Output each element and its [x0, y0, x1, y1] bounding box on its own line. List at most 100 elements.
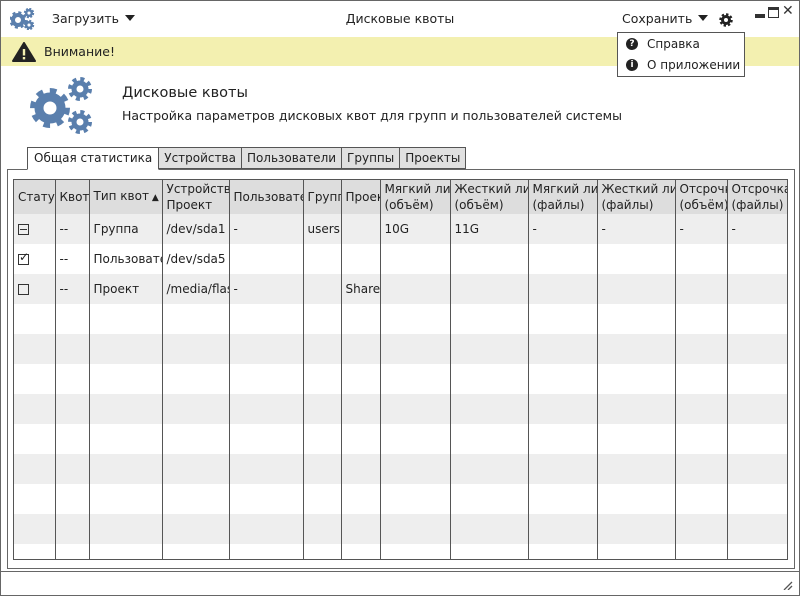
column-header[interactable]: Отсрочка (файлы): [727, 180, 788, 214]
table-cell: [341, 454, 381, 484]
minimize-button[interactable]: [755, 14, 765, 18]
table-cell: [229, 394, 304, 424]
save-dropdown-menu: ? Справка i О приложении: [617, 32, 745, 77]
table-row[interactable]: [14, 484, 787, 514]
save-menu-button[interactable]: Сохранить: [622, 11, 709, 26]
table-cell: [597, 244, 676, 274]
save-label: Сохранить: [622, 11, 693, 26]
column-header[interactable]: Пользователь: [229, 180, 304, 214]
maximize-button[interactable]: [768, 7, 779, 18]
table-cell: [675, 274, 728, 304]
table-row[interactable]: [14, 304, 787, 334]
column-header-label: Отсрочка (файлы): [731, 182, 788, 212]
table-cell: [303, 424, 342, 454]
table-cell: [14, 364, 56, 394]
column-header[interactable]: Отсрочка (объём): [675, 180, 728, 214]
table-cell: [14, 514, 56, 544]
help-icon: ?: [626, 38, 638, 50]
tab-users[interactable]: Пользователи: [241, 147, 343, 169]
column-header-label: Квоты: [59, 190, 89, 204]
table-cell: [55, 424, 90, 454]
table-cell: [14, 334, 56, 364]
table-cell: [528, 334, 598, 364]
table-cell: [14, 454, 56, 484]
table-cell: [303, 544, 342, 559]
column-header[interactable]: Группа: [303, 180, 342, 214]
table-cell: [597, 394, 676, 424]
table-row[interactable]: [14, 424, 787, 454]
table-cell: [597, 274, 676, 304]
table-cell: -: [727, 214, 787, 244]
table-cell: [528, 364, 598, 394]
tab-projects[interactable]: Проекты: [400, 147, 467, 169]
table-cell: [528, 304, 598, 334]
menu-item-about[interactable]: i О приложении: [626, 58, 740, 72]
checkbox-checked[interactable]: ✓: [18, 250, 30, 265]
table-row[interactable]: [14, 394, 787, 424]
gear-icon[interactable]: [719, 13, 733, 27]
table-cell: [89, 484, 163, 514]
table-cell: [303, 514, 342, 544]
info-icon: i: [626, 59, 638, 71]
table-row[interactable]: [14, 364, 787, 394]
column-header[interactable]: Устройство Проект: [162, 180, 230, 214]
column-header[interactable]: Жесткий лимит (файлы): [597, 180, 676, 214]
table-row[interactable]: ✓ --Пользователь/dev/sda5: [14, 244, 787, 274]
warning-icon: [12, 41, 36, 62]
table-row[interactable]: -- Группа/dev/sda1- users 10G 11G - - - -: [14, 214, 787, 244]
column-header[interactable]: Статус: [14, 180, 56, 214]
table-cell: [597, 544, 676, 559]
table-cell: [450, 304, 529, 334]
table-cell: [162, 364, 230, 394]
column-header[interactable]: Жесткий лимит (объём): [450, 180, 529, 214]
table-cell: [380, 244, 451, 274]
table-cell: [675, 244, 728, 274]
column-header-label: Тип квот: [93, 189, 149, 203]
table-cell: [597, 454, 676, 484]
column-header[interactable]: Мягкий лимит (объём): [380, 180, 451, 214]
table-cell: [162, 304, 230, 334]
tab-devices[interactable]: Устройства: [159, 147, 242, 169]
load-menu-button[interactable]: Загрузить: [52, 11, 135, 26]
sort-ascending-icon: ▲: [148, 193, 159, 203]
table-row[interactable]: [14, 334, 787, 364]
tab-panel: [7, 169, 795, 569]
table-cell: [55, 364, 90, 394]
table-cell: [89, 544, 163, 559]
column-header[interactable]: Тип квот ▲: [89, 180, 163, 214]
table-cell: [341, 364, 381, 394]
menu-item-help[interactable]: ? Справка: [626, 37, 700, 51]
table-row[interactable]: [14, 514, 787, 544]
column-header[interactable]: Мягкий лимит (файлы): [528, 180, 598, 214]
table-cell: Пользователь: [89, 244, 163, 274]
table-cell: [303, 454, 342, 484]
table-cell: [55, 304, 90, 334]
table-cell: [162, 424, 230, 454]
table-cell: [727, 274, 787, 304]
resize-grip-icon[interactable]: [783, 580, 793, 590]
table-row[interactable]: --Проект/media/flash- Shared: [14, 274, 787, 304]
table-cell: [727, 454, 787, 484]
table-cell: [341, 214, 381, 244]
checkbox-partial[interactable]: [18, 224, 29, 235]
column-header[interactable]: Проект: [341, 180, 381, 214]
table-cell: [303, 364, 342, 394]
table-cell: [89, 514, 163, 544]
checkbox-unchecked[interactable]: [18, 284, 29, 295]
table-cell: [229, 334, 304, 364]
table-cell: [14, 274, 56, 304]
quota-gears-icon: [30, 77, 92, 134]
tab-overview[interactable]: Общая статистика: [27, 147, 160, 170]
column-header-label: Жесткий лимит (файлы): [601, 182, 675, 212]
column-header-label: Пользователь: [233, 190, 303, 204]
table-cell: [303, 244, 342, 274]
table-cell: [55, 514, 90, 544]
column-header[interactable]: Квоты: [55, 180, 90, 214]
table-row[interactable]: [14, 544, 787, 559]
warning-text: Внимание!: [44, 44, 115, 59]
close-button[interactable]: ✕: [782, 3, 794, 19]
table-row[interactable]: [14, 454, 787, 484]
tab-groups[interactable]: Группы: [342, 147, 401, 169]
table-cell: [303, 274, 342, 304]
